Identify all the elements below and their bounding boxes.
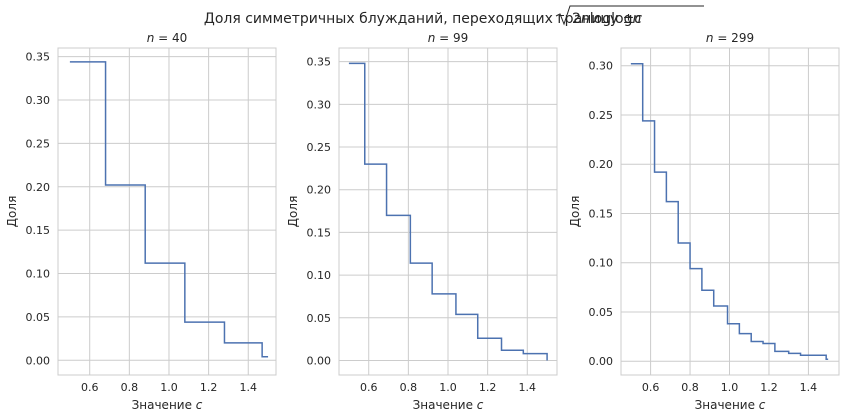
x-tick-label: 0.8 [121,381,139,394]
y-tick-label: 0.15 [307,226,332,239]
x-tick-label: 1.4 [800,381,818,394]
y-tick-label: 0.30 [307,98,332,111]
title-sqrt: 2nloglogn [555,5,704,27]
sqrt-symbol [555,5,704,26]
subplot-title: n = 40 [147,31,188,45]
x-tick-label: 1.2 [760,381,778,394]
x-tick-label: 0.8 [681,381,699,394]
y-axis-label: Доля [5,196,19,228]
step-line-series-1 [630,63,829,360]
y-tick-label: 0.35 [307,56,332,69]
x-tick-label: 0.6 [642,381,660,394]
y-tick-label: 0.15 [589,207,614,220]
chart-panel-3: 0.6 0.8 1.0 1.2 1.4 0.00 0.05 0.10 0.15 0.20 0.25 0… [568,31,840,412]
y-tick-label: 0.10 [589,257,614,270]
subplot-title: n = 299 [706,31,754,45]
y-tick-label: 0.30 [589,60,614,73]
x-tick-label: 0.8 [400,381,418,394]
x-tick-label: 1.0 [439,381,457,394]
chart-panel-2: 0.6 0.8 1.0 1.2 1.4 0.00 0.05 0.10 0.15 0.20 0.25 0… [286,31,558,412]
x-tick-label: 0.6 [360,381,378,394]
x-tick-label: 1.2 [200,381,218,394]
x-tick-label: 1.4 [519,381,537,394]
y-axis-label: Доля [286,196,300,228]
chart-panel-1: 0.6 0.8 1.0 1.2 1.4 0.00 0.05 0.10 0.15 0.20 0.25 0… [5,31,277,412]
x-tick-label: 1.0 [160,381,178,394]
y-tick-label: 0.20 [589,158,614,171]
y-tick-label: 0.10 [307,269,332,282]
y-tick-label: 0.05 [307,312,332,325]
y-tick-label: 0.20 [307,184,332,197]
figure-title: Доля симметричных блужданий, переходящих… [204,11,643,27]
plot-frame [57,47,277,376]
sqrt-radicand: 2nloglogn [572,11,641,27]
x-tick-label: 1.0 [721,381,739,394]
y-tick-label: 0.25 [26,137,51,150]
plot-frame [338,47,558,376]
x-axis-label: Значение c [695,398,766,412]
step-line-series-1 [348,62,548,361]
y-tick-label: 0.00 [307,354,332,367]
y-axis-label: Доля [568,196,582,228]
step-line-series-1 [69,61,269,358]
x-tick-label: 1.2 [479,381,497,394]
y-tick-label: 0.00 [26,354,51,367]
subplot-title: n = 99 [428,31,469,45]
y-tick-label: 0.10 [26,268,51,281]
x-tick-label: 0.6 [81,381,99,394]
y-tick-label: 0.05 [26,311,51,324]
y-tick-label: 0.35 [26,51,51,64]
x-axis-label: Значение c [132,398,203,412]
y-tick-label: 0.30 [26,94,51,107]
x-tick-label: 1.4 [240,381,258,394]
x-axis-label: Значение c [413,398,484,412]
y-tick-label: 0.00 [589,355,614,368]
y-tick-label: 0.20 [26,181,51,194]
y-tick-label: 0.25 [307,141,332,154]
y-tick-label: 0.15 [26,224,51,237]
y-tick-label: 0.25 [589,109,614,122]
y-tick-label: 0.05 [589,306,614,319]
plot-frame [620,47,840,376]
